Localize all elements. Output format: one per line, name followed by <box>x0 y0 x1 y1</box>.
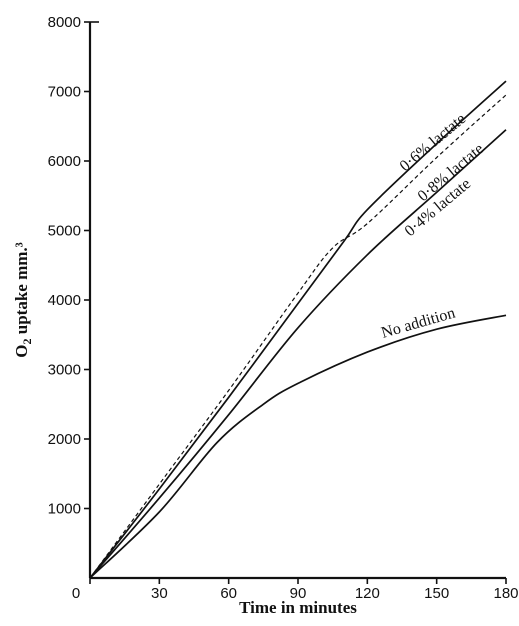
x-tick-label: 0 <box>72 585 80 602</box>
y-axis-title-subscript: 2 <box>20 339 34 345</box>
ticks: 0 30 60 90 120 150 180 1000 2000 3000 4000 5000 6000… <box>48 14 519 602</box>
x-tick-label: 180 <box>493 585 518 602</box>
x-tick-label: 90 <box>290 585 307 602</box>
x-tick-label: 120 <box>355 585 380 602</box>
y-tick-label: 1000 <box>48 501 81 518</box>
series-line-2 <box>89 94 507 579</box>
series-line-1 <box>89 80 507 579</box>
x-axis-title: Time in minutes <box>239 598 357 617</box>
y-tick-label: 7000 <box>48 84 81 101</box>
y-axis-title: O2 uptake mm.³ <box>12 242 34 357</box>
series-line-4 <box>89 314 507 579</box>
y-tick-label: 3000 <box>48 362 81 379</box>
y-tick-label: 5000 <box>48 223 81 240</box>
x-tick-label: 60 <box>220 585 237 602</box>
y-tick-label: 4000 <box>48 292 81 309</box>
series-label-4: No addition <box>379 305 457 342</box>
x-tick-label: 150 <box>424 585 449 602</box>
x-tick-label: 30 <box>151 585 168 602</box>
y-tick-label: 2000 <box>48 431 81 448</box>
y-tick-label: 8000 <box>48 14 81 31</box>
axes <box>88 22 506 580</box>
series-layer <box>89 80 507 579</box>
y-axis-title-rest: uptake mm.³ <box>12 242 31 338</box>
y-tick-label: 6000 <box>48 153 81 170</box>
y-axis-title-main: O <box>12 345 31 358</box>
series-line-3 <box>89 129 507 579</box>
